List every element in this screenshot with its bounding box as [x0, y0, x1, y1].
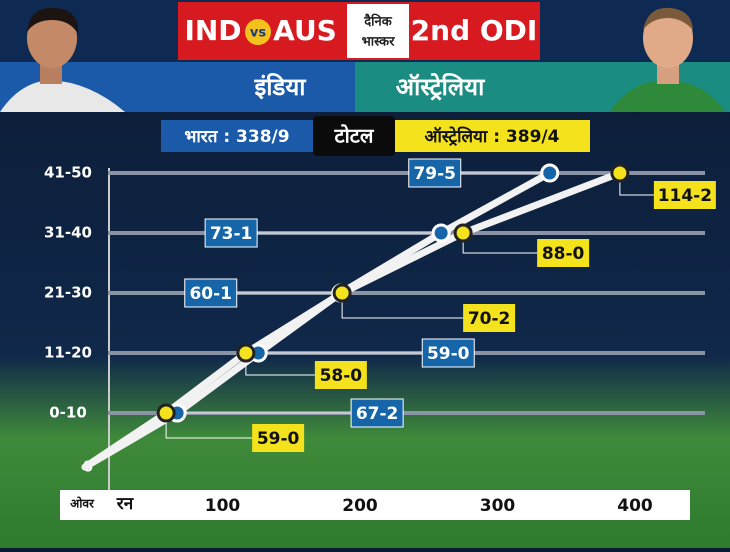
team2: AUS — [273, 14, 337, 47]
line-segment — [437, 169, 554, 237]
point — [236, 343, 256, 363]
player-left — [0, 7, 125, 112]
label-box — [421, 338, 475, 368]
label-box — [314, 361, 367, 389]
x-axis-label: रन — [116, 494, 134, 514]
total-left: भारत : 338/9 — [184, 127, 289, 147]
y-axis — [108, 168, 110, 490]
point — [332, 283, 352, 303]
team-right: ऑस्ट्रेलिया — [396, 73, 485, 101]
label-box — [350, 398, 404, 428]
y-tick-label: 31-40 — [44, 224, 92, 242]
x-tick-label: 100 — [205, 496, 241, 516]
point — [156, 403, 176, 423]
total-right: ऑस्ट्रेलिया : 389/4 — [425, 126, 560, 147]
label-box — [653, 181, 716, 209]
logo-box — [347, 4, 409, 58]
x-tick-label: 300 — [480, 496, 516, 516]
data-label: 73-1 — [210, 224, 253, 244]
point — [431, 223, 451, 243]
total-middle: टोटल — [334, 124, 375, 148]
match: 2nd ODI — [411, 14, 538, 47]
data-label: 79-5 — [413, 164, 456, 184]
data-label: 70-2 — [468, 309, 511, 329]
data-label: 59-0 — [257, 429, 300, 449]
total-middle-box — [313, 116, 395, 156]
team-left: इंडिया — [254, 73, 307, 101]
y-axis-label: ओवर — [70, 497, 95, 511]
x-axis-bar — [60, 490, 690, 520]
line-segment — [338, 229, 467, 297]
line-segment — [242, 289, 346, 357]
line-segment — [459, 169, 624, 237]
logo-line1: दैनिक — [363, 14, 392, 30]
label-box — [463, 304, 516, 332]
point — [540, 163, 560, 183]
total-right-box — [395, 120, 590, 152]
point — [453, 223, 473, 243]
label-box — [537, 239, 590, 267]
data-label: 59-0 — [427, 344, 470, 364]
vs-badge — [245, 19, 271, 45]
y-tick-label: 41-50 — [44, 164, 92, 182]
label-box — [204, 218, 258, 248]
data-label: 88-0 — [542, 244, 585, 264]
vs: vs — [250, 26, 266, 41]
label-box — [252, 424, 305, 452]
y-tick-label: 11-20 — [44, 344, 92, 362]
player-right — [610, 7, 725, 112]
y-tick-label: 21-30 — [44, 284, 92, 302]
team1: IND — [184, 14, 241, 47]
total-left-box — [161, 120, 313, 152]
data-label: 67-2 — [356, 404, 399, 424]
x-tick-label: 400 — [617, 496, 653, 516]
line-segment — [162, 349, 250, 417]
line-segment — [173, 349, 262, 417]
label-box — [184, 278, 238, 308]
y-tick-label: 0-10 — [49, 404, 87, 422]
logo-line2: भास्कर — [362, 35, 396, 50]
line-segment — [81, 409, 170, 471]
data-label: 60-1 — [189, 284, 232, 304]
x-tick-label: 200 — [342, 496, 378, 516]
point — [610, 163, 630, 183]
data-label: 114-2 — [658, 186, 712, 206]
data-label: 58-0 — [320, 366, 363, 386]
label-box — [408, 158, 462, 188]
